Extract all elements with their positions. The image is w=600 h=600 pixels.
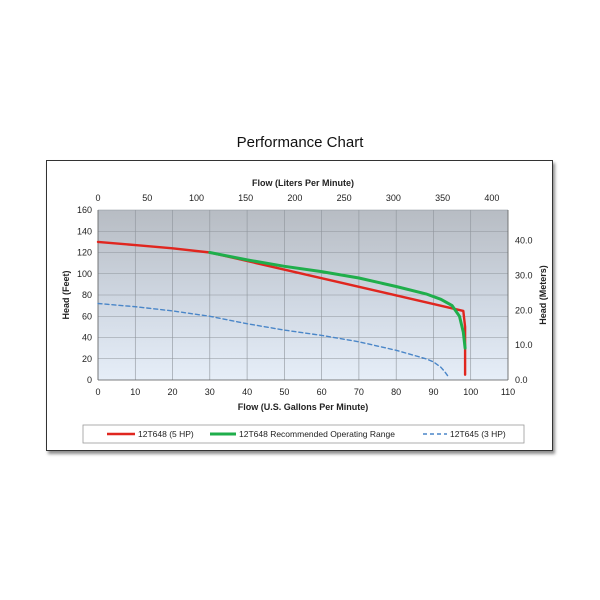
legend-label-recommended: 12T648 Recommended Operating Range	[239, 429, 395, 439]
x-tick-label: 40	[242, 387, 252, 397]
page-title: Performance Chart	[236, 134, 364, 151]
series-lines	[96, 240, 467, 378]
y-tick-label: 120	[77, 248, 92, 258]
legend-box	[82, 424, 525, 444]
x-axis-title: Flow (U.S. Gallons Per Minute)	[238, 402, 369, 412]
x-tick-label: 100	[463, 387, 478, 397]
chart-frame: 0 10 20 30 40 50 60 70 80 90 100 110 0 50 100 150 200 250…	[46, 160, 553, 451]
y2-axis-title: Head (Meters)	[538, 265, 548, 325]
y-tick-label: 40	[82, 333, 92, 343]
y-tick-label: 0	[87, 375, 92, 385]
gridlines	[97, 209, 509, 381]
x2-tick-label: 350	[435, 193, 450, 203]
x-tick-label: 80	[391, 387, 401, 397]
x-tick-label: 60	[317, 387, 327, 397]
y-tick-label: 60	[82, 311, 92, 321]
x-tick-label: 70	[354, 387, 364, 397]
series-recommended-range	[208, 251, 467, 350]
x2-tick-label: 250	[337, 193, 352, 203]
x-tick-label: 10	[130, 387, 140, 397]
y-tick-label: 20	[82, 354, 92, 364]
x2-tick-label: 200	[287, 193, 302, 203]
y2-tick-label: 30.0	[515, 270, 533, 280]
x-tick-label: 50	[279, 387, 289, 397]
y2-tick-label: 0.0	[515, 375, 528, 385]
x2-tick-label: 300	[386, 193, 401, 203]
y-tick-label: 100	[77, 269, 92, 279]
x2-axis-title: Flow (Liters Per Minute)	[252, 178, 354, 188]
y2-tick-label: 40.0	[515, 236, 533, 246]
x-tick-label: 20	[168, 387, 178, 397]
legend-label-12t648: 12T648 (5 HP)	[138, 429, 194, 439]
x2-tick-label: 100	[189, 193, 204, 203]
y-axis-title: Head (Feet)	[61, 270, 71, 319]
legend: 12T648 (5 HP) 12T648 Recommended Operati…	[82, 424, 525, 444]
y-tick-label: 140	[77, 226, 92, 236]
series-12t645	[97, 302, 450, 378]
x-tick-label: 110	[501, 387, 515, 397]
y-tick-label: 80	[82, 290, 92, 300]
x-tick-label: 90	[428, 387, 438, 397]
x2-tick-label: 50	[142, 193, 152, 203]
legend-label-12t645: 12T645 (3 HP)	[450, 429, 506, 439]
x-tick-label: 0	[95, 387, 100, 397]
x2-tick-label: 0	[95, 193, 100, 203]
x-tick-label: 30	[205, 387, 215, 397]
axes	[97, 210, 509, 381]
x2-tick-label: 150	[238, 193, 253, 203]
y2-tick-label: 10.0	[515, 340, 533, 350]
y2-tick-label: 20.0	[515, 305, 533, 315]
y-tick-label: 160	[77, 205, 92, 215]
x2-tick-label: 400	[484, 193, 499, 203]
